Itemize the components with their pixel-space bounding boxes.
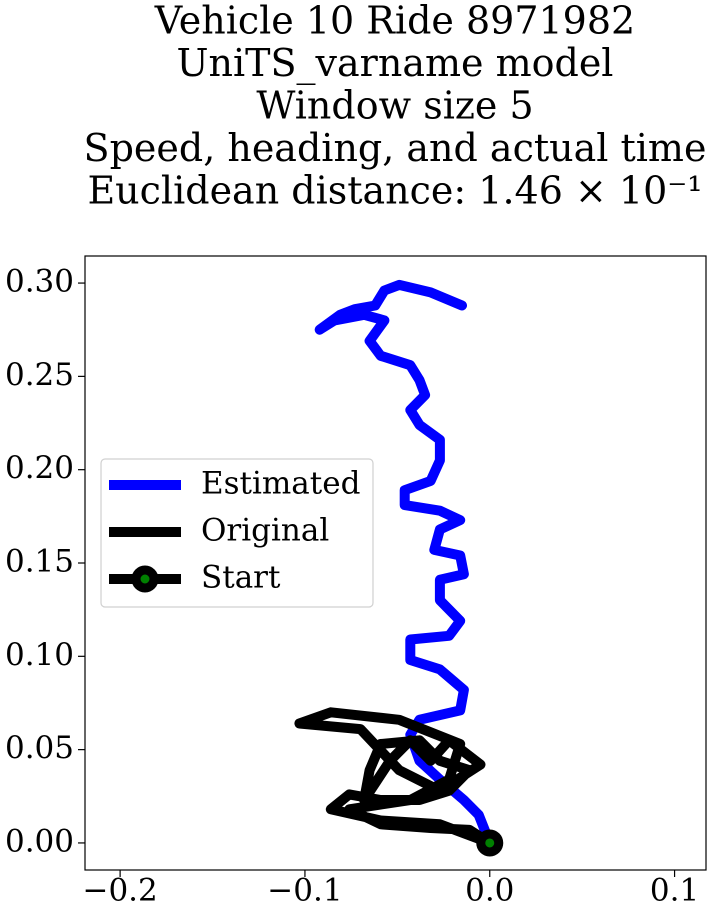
plot-area	[294, 279, 504, 857]
y-tick-label: 0.25	[5, 357, 74, 393]
chart-title: Window size 5	[256, 84, 533, 128]
x-tick-label: −0.2	[82, 873, 157, 909]
legend: Estimated Original Start	[100, 458, 374, 608]
x-tick-label: 0.0	[465, 873, 514, 909]
chart-title: Speed, heading, and actual time	[84, 126, 707, 170]
y-tick-label: 0.05	[5, 730, 74, 766]
y-tick-label: 0.10	[5, 637, 74, 673]
chart-title: UniTS_varname model	[177, 41, 614, 86]
legend-marker	[131, 565, 159, 593]
legend-box	[100, 458, 374, 608]
trajectory-line	[294, 707, 495, 848]
chart-title: Euclidean distance: 1.46 × 10⁻¹	[87, 169, 702, 213]
y-tick-label: 0.15	[5, 544, 74, 580]
axes: −0.2 −0.1 0.0 0.1 0.00 0.05 0.10 0.15 0.20 0.25 0.…	[5, 264, 699, 909]
x-tick-label: 0.1	[650, 873, 699, 909]
chart-title: Vehicle 10 Ride 8971982	[154, 0, 635, 43]
start-marker	[476, 829, 504, 857]
x-tick-label: −0.1	[267, 873, 342, 909]
y-tick-label: 0.30	[5, 264, 74, 300]
legend-label: Start	[201, 560, 281, 596]
trajectory-line	[314, 279, 495, 848]
y-tick-label: 0.00	[5, 823, 74, 859]
legend-label: Estimated	[201, 466, 360, 502]
legend-label: Original	[201, 513, 329, 549]
y-tick-label: 0.20	[5, 450, 74, 486]
